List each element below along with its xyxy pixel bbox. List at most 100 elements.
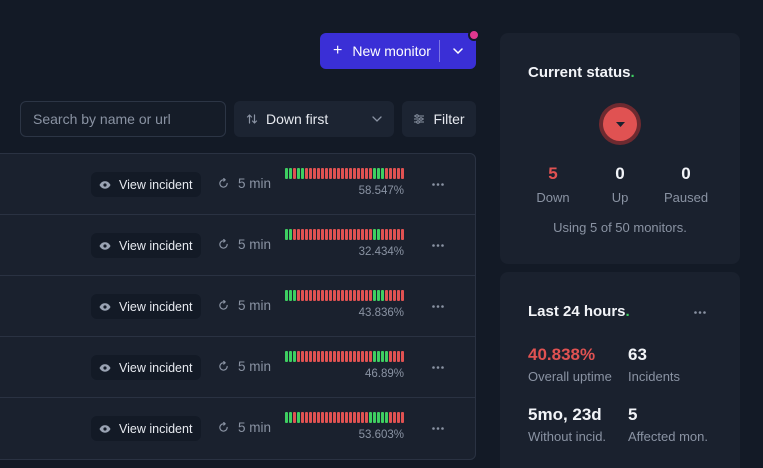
monitor-row[interactable]: View incident 5 min 32.434% [0, 215, 475, 276]
more-options-button[interactable] [428, 235, 448, 255]
uptime-bar-down [397, 290, 400, 301]
uptime-bar-down [361, 168, 364, 179]
more-options-button[interactable] [428, 357, 448, 377]
uptime-bar-down [321, 229, 324, 240]
uptime-bar-down [325, 290, 328, 301]
uptime-bar-down [385, 229, 388, 240]
check-frequency: 5 min [218, 298, 271, 313]
uptime-bar-up [377, 351, 380, 362]
view-incident-label: View incident [119, 238, 193, 253]
refresh-icon [219, 361, 228, 371]
view-incident-button[interactable]: View incident [91, 355, 201, 380]
status-indicator [599, 103, 641, 145]
button-divider [439, 40, 440, 62]
uptime-bar-down [297, 290, 300, 301]
uptime-bar-up [289, 229, 292, 240]
uptime-bar-up [289, 290, 292, 301]
uptime-bar-down [321, 168, 324, 179]
view-incident-button[interactable]: View incident [91, 172, 201, 197]
card-more-button[interactable] [690, 304, 710, 320]
filter-button[interactable]: Filter [402, 101, 476, 137]
uptime-bar-down [321, 351, 324, 362]
uptime-bar-down [369, 290, 372, 301]
without-incidents-stat: 5mo, 23d Without incid. [528, 405, 606, 444]
uptime-bar-down [353, 412, 356, 423]
more-horizontal-icon [432, 365, 444, 369]
chevron-down-icon [453, 48, 463, 54]
uptime-bar-down [401, 412, 404, 423]
new-monitor-dropdown-toggle[interactable] [440, 33, 476, 69]
uptime-bar-down [361, 412, 364, 423]
view-incident-button[interactable]: View incident [91, 294, 201, 319]
uptime-bar-down [365, 290, 368, 301]
frequency-label: 5 min [238, 359, 272, 374]
uptime-bar-down [345, 412, 348, 423]
current-status-title-text: Current status [528, 64, 631, 81]
refresh-icon [219, 178, 228, 188]
uptime-bar-down [345, 168, 348, 179]
frequency-label: 5 min [238, 420, 272, 435]
notification-dot [468, 29, 480, 41]
uptime-bar-down [361, 229, 364, 240]
uptime-bar-down [293, 229, 296, 240]
view-incident-button[interactable]: View incident [91, 416, 201, 441]
uptime-bar-down [333, 290, 336, 301]
more-options-button[interactable] [428, 174, 448, 194]
uptime-bar-down [329, 229, 332, 240]
uptime-bar-down [365, 351, 368, 362]
uptime-bar-up [377, 290, 380, 301]
incidents-label: Incidents [628, 369, 681, 384]
uptime-bar-down [353, 168, 356, 179]
uptime-bar-down [341, 168, 344, 179]
eye-icon [99, 363, 111, 372]
more-horizontal-icon [432, 304, 444, 308]
uptime-bar-down [313, 168, 316, 179]
uptime-history-bars [285, 229, 405, 240]
uptime-bar-down [353, 290, 356, 301]
uptime-bar-down [341, 290, 344, 301]
uptime-bar-down [301, 412, 304, 423]
affected-monitors-stat: 5 Affected mon. [628, 405, 708, 444]
more-horizontal-icon [432, 182, 444, 186]
eye-icon [99, 302, 111, 311]
uptime-bar-down [369, 229, 372, 240]
frequency-label: 5 min [238, 176, 272, 191]
check-frequency: 5 min [218, 176, 271, 191]
uptime-bar-down [305, 290, 308, 301]
uptime-bar-down [305, 168, 308, 179]
uptime-bar-down [361, 290, 364, 301]
check-frequency: 5 min [218, 237, 271, 252]
uptime-bar-down [333, 351, 336, 362]
new-monitor-button[interactable]: + New monitor [320, 33, 476, 69]
uptime-bar-down [313, 290, 316, 301]
uptime-bar-down [341, 351, 344, 362]
uptime-bar-down [341, 412, 344, 423]
uptime-bar-down [305, 229, 308, 240]
monitor-row[interactable]: View incident 5 min 46.89% [0, 337, 475, 398]
affected-monitors-value: 5 [628, 405, 638, 424]
search-input[interactable] [20, 101, 226, 137]
uptime-bar-up [293, 290, 296, 301]
more-options-button[interactable] [428, 296, 448, 316]
uptime-bar-down [305, 351, 308, 362]
uptime-bar-up [285, 229, 288, 240]
uptime-percentage: 32.434% [358, 246, 404, 258]
uptime-bar-up [385, 351, 388, 362]
refresh-icon [219, 239, 228, 249]
uptime-bar-down [357, 351, 360, 362]
sort-select[interactable]: Down first [234, 101, 394, 137]
uptime-bar-down [397, 412, 400, 423]
uptime-bar-down [357, 229, 360, 240]
monitor-row[interactable]: View incident 5 min 53.603% [0, 398, 475, 459]
monitor-row[interactable]: View incident 5 min 43.836% [0, 276, 475, 337]
up-count: 0 [615, 164, 625, 183]
frequency-label: 5 min [238, 298, 272, 313]
uptime-percentage: 43.836% [358, 307, 404, 319]
monitor-row[interactable]: View incident 5 min 58.547% [0, 154, 475, 215]
uptime-bar-up [289, 351, 292, 362]
more-options-button[interactable] [428, 418, 448, 438]
new-monitor-main[interactable]: + New monitor [320, 33, 439, 69]
uptime-bar-down [349, 229, 352, 240]
uptime-bar-up [297, 412, 300, 423]
view-incident-button[interactable]: View incident [91, 233, 201, 258]
